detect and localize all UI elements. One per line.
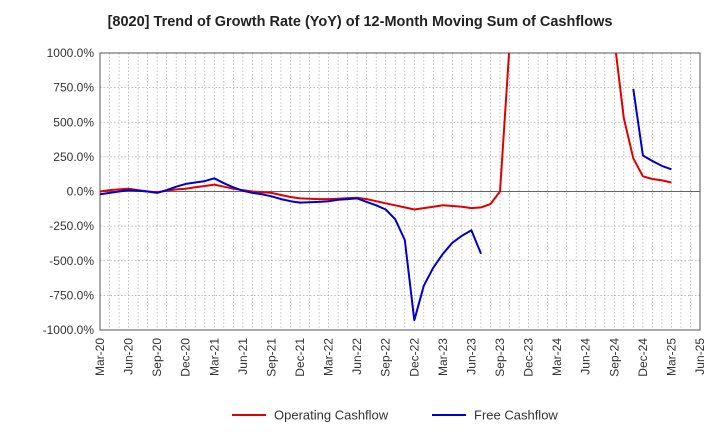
x-tick-label: Sep-24 — [607, 338, 621, 377]
y-tick-label: -250.0% — [49, 219, 94, 233]
y-tick-label: 0.0% — [67, 185, 95, 199]
y-tick-label: 250.0% — [53, 150, 94, 164]
x-tick-label: Mar-20 — [93, 338, 107, 376]
series-lines — [100, 53, 672, 322]
y-tick-label: -500.0% — [49, 254, 94, 268]
y-tick-label: 1000.0% — [47, 46, 95, 60]
x-tick-label: Jun-23 — [464, 338, 478, 375]
x-tick-label: Dec-22 — [407, 338, 421, 377]
x-tick-label: Sep-23 — [493, 338, 507, 377]
x-tick-label: Jun-22 — [350, 338, 364, 375]
x-tick-label: Dec-21 — [293, 338, 307, 377]
series-line-free-cashflow — [100, 88, 672, 322]
x-tick-label: Jun-20 — [122, 338, 136, 375]
x-tick-label: Dec-23 — [522, 338, 536, 377]
x-tick-label: Mar-25 — [664, 338, 678, 376]
x-tick-label: Jun-21 — [236, 338, 250, 375]
y-tick-label: -750.0% — [49, 288, 94, 302]
y-tick-label: 750.0% — [53, 81, 94, 95]
legend-label-operating-cashflow: Operating Cashflow — [274, 408, 389, 423]
x-tick-label: Mar-24 — [550, 338, 564, 376]
legend-label-free-cashflow: Free Cashflow — [474, 408, 558, 423]
x-tick-label: Sep-20 — [150, 338, 164, 377]
x-tick-label: Sep-21 — [264, 338, 278, 377]
y-tick-label: -1000.0% — [43, 323, 95, 337]
y-tick-label: 500.0% — [53, 115, 94, 129]
x-tick-label: Mar-22 — [322, 338, 336, 376]
x-tick-label: Jun-25 — [693, 338, 707, 375]
x-tick-label: Mar-23 — [436, 338, 450, 376]
x-tick-label: Dec-20 — [179, 338, 193, 377]
x-tick-label: Mar-21 — [207, 338, 221, 376]
x-tick-label: Jun-24 — [579, 338, 593, 375]
x-tick-label: Dec-24 — [636, 338, 650, 377]
chart-title: [8020] Trend of Growth Rate (YoY) of 12-… — [107, 14, 613, 30]
x-tick-label: Sep-22 — [379, 338, 393, 377]
